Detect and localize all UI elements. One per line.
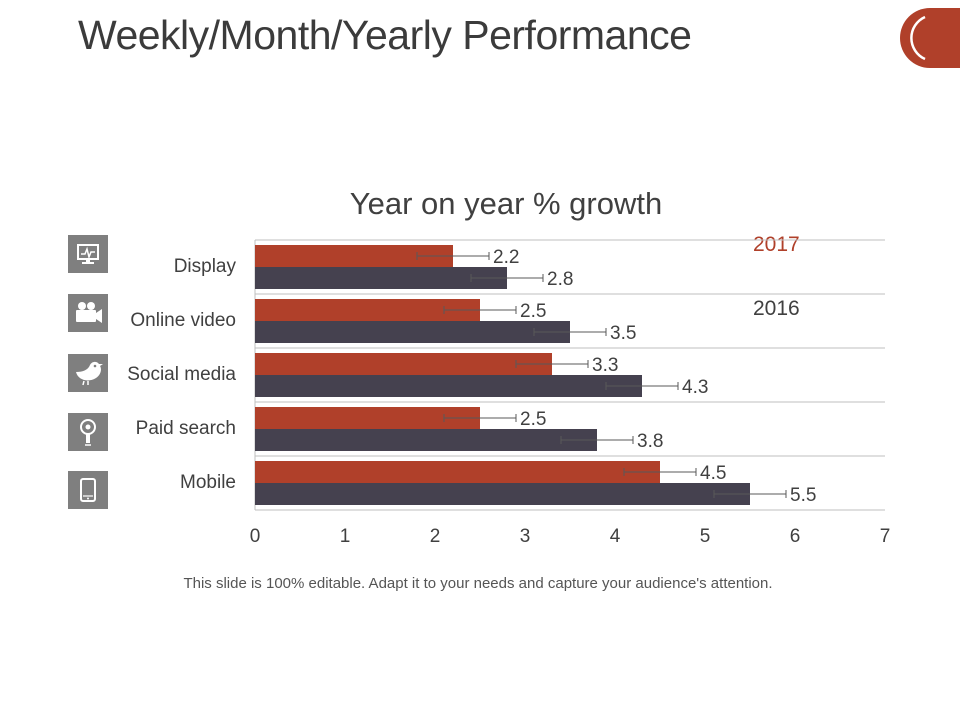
video-camera-icon: [76, 302, 102, 323]
bar-paid-search-2016-value-label: 3.8: [637, 431, 663, 452]
display-icon-box: [68, 235, 108, 273]
paid-search-icon-box: [68, 413, 108, 451]
brand-logo-icon: [900, 8, 960, 68]
bar-paid-search-2016: [255, 429, 597, 451]
bar-social-media-2017: [255, 353, 552, 375]
bar-mobile-2017-value-label: 4.5: [700, 463, 726, 484]
bar-online-video-2016-value-label: 3.5: [610, 323, 636, 344]
bar-social-media-2016-value-label: 4.3: [682, 377, 708, 398]
bar-mobile-2016-value-label: 5.5: [790, 485, 816, 506]
chart-title: Year on year % growth: [349, 186, 663, 221]
bar-social-media-2017-value-label: 3.3: [592, 355, 618, 376]
bar-online-video-2016: [255, 321, 570, 343]
bar-display-2016: [255, 267, 507, 289]
category-label-display: Display: [173, 256, 236, 277]
bar-online-video-2017-value-label: 2.5: [520, 301, 546, 322]
online-video-icon-box: [68, 294, 108, 332]
legend-2016: 2016: [753, 297, 800, 320]
monitor-icon: [77, 244, 99, 264]
x-tick-label-0: 0: [250, 526, 261, 547]
bar-paid-search-2017-value-label: 2.5: [520, 409, 546, 430]
slide-title: Weekly/Month/Yearly Performance: [78, 12, 692, 58]
category-label-social-media: Social media: [127, 364, 236, 385]
mobile-icon-box: [68, 471, 108, 509]
category-label-mobile: Mobile: [180, 472, 236, 493]
bar-display-2016-value-label: 2.8: [547, 269, 573, 290]
mobile-phone-icon: [80, 478, 96, 502]
bar-display-2017-value-label: 2.2: [493, 247, 519, 268]
social-media-icon-box: [68, 354, 108, 392]
bird-icon: [76, 361, 103, 386]
legend-2017: 2017: [753, 233, 800, 256]
x-tick-label-7: 7: [880, 526, 891, 547]
x-tick-label-2: 2: [430, 526, 441, 547]
bar-mobile-2017: [255, 461, 660, 483]
bar-mobile-2016: [255, 483, 750, 505]
x-tick-label-1: 1: [340, 526, 351, 547]
x-tick-label-5: 5: [700, 526, 711, 547]
bar-display-2017: [255, 245, 453, 267]
bar-social-media-2016: [255, 375, 642, 397]
footer-note: This slide is 100% editable. Adapt it to…: [183, 575, 773, 592]
bar-online-video-2017: [255, 299, 480, 321]
x-tick-label-3: 3: [520, 526, 531, 547]
x-tick-label-6: 6: [790, 526, 801, 547]
x-tick-label-4: 4: [610, 526, 621, 547]
lightbulb-icon: [80, 419, 96, 446]
bar-paid-search-2017: [255, 407, 480, 429]
category-label-online-video: Online video: [130, 310, 236, 331]
category-label-paid-search: Paid search: [135, 418, 236, 439]
